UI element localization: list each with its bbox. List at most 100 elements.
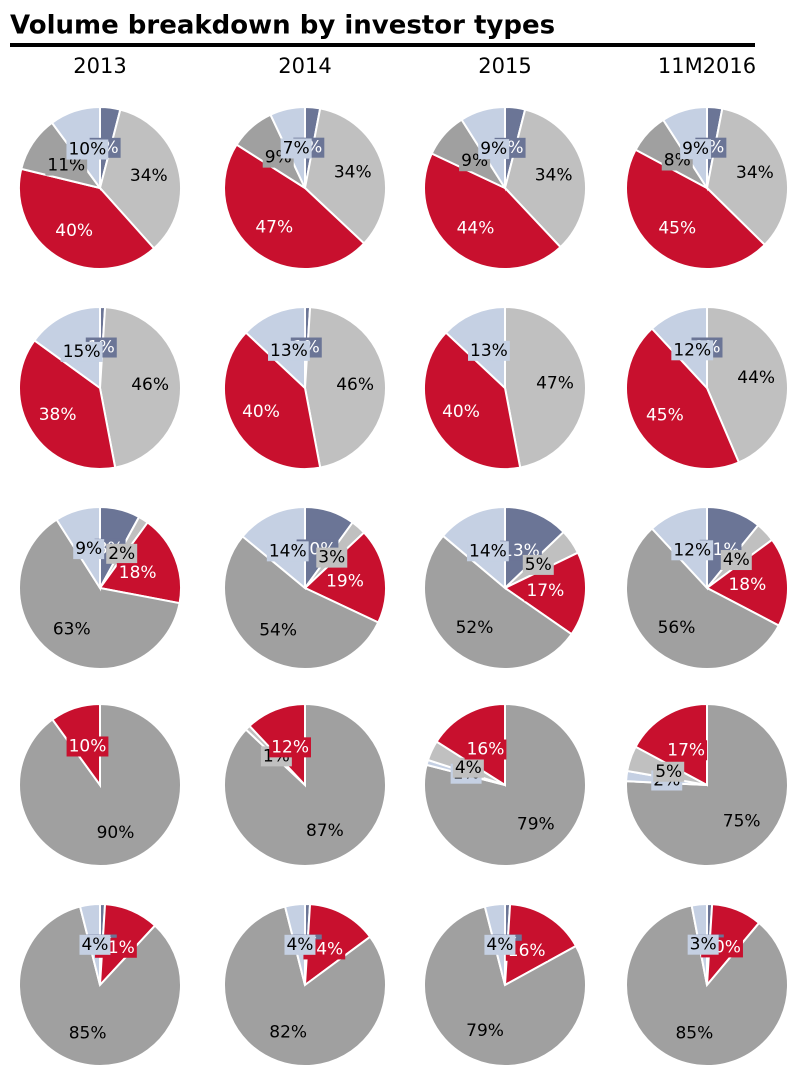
value-label: 12% [673, 340, 711, 360]
value-label: 9% [480, 139, 507, 159]
value-label: 87% [306, 821, 344, 841]
value-label: 34% [130, 166, 168, 186]
pie-slice [18, 167, 156, 270]
label-box [514, 814, 557, 835]
pie-label: 79% [514, 814, 557, 835]
value-label: 5% [525, 555, 552, 575]
pie-label: 85% [673, 1023, 716, 1044]
label-box [467, 541, 509, 562]
label-box [53, 221, 96, 242]
value-label: 47% [536, 373, 574, 393]
pie-slice [423, 331, 522, 470]
pie-label: 3% [687, 934, 719, 955]
label-box [673, 1023, 716, 1044]
value-label: 9% [682, 139, 709, 159]
value-label: 3% [318, 548, 345, 568]
label-box [304, 821, 346, 842]
pie-label: 44% [735, 367, 778, 388]
value-label: 3% [690, 935, 717, 955]
pie-label: 13% [268, 340, 310, 361]
value-label: 10% [68, 140, 106, 160]
label-box [468, 340, 510, 361]
label-box [45, 155, 88, 176]
pie-label: 16% [464, 739, 507, 760]
pie-label: 17% [665, 740, 708, 761]
pie-title: 11M2016 [658, 54, 756, 78]
pie-label: 10% [66, 736, 109, 757]
label-box [127, 166, 170, 187]
pie-label: 46% [334, 374, 377, 395]
label-box [73, 539, 105, 560]
pie-label: 46% [129, 374, 172, 395]
label-box [726, 574, 769, 595]
value-label: 85% [69, 1024, 107, 1044]
label-box [334, 374, 377, 395]
label-box [454, 218, 497, 239]
value-label: 54% [259, 620, 297, 640]
pie-label: 4% [284, 934, 316, 955]
label-box [505, 940, 548, 961]
pie-label: 10% [66, 139, 109, 160]
pie-label: 4% [484, 934, 516, 955]
pie-label: 9% [73, 539, 105, 560]
value-label: 19% [326, 572, 364, 592]
pie-label: 45% [643, 405, 686, 426]
pie-label: 17% [524, 581, 567, 602]
value-label: 34% [736, 163, 774, 183]
label-box [284, 934, 316, 955]
label-box [643, 405, 686, 426]
value-label: 79% [466, 1021, 504, 1041]
pie-label: 4% [452, 757, 484, 778]
label-box [653, 761, 685, 782]
pie-label: 5% [653, 761, 685, 782]
pie-slice [423, 152, 562, 270]
value-label: 46% [131, 375, 169, 395]
value-label: 85% [675, 1024, 713, 1044]
label-box [269, 737, 311, 758]
label-box [464, 739, 507, 760]
label-box [735, 367, 778, 388]
pie-label: 34% [331, 162, 374, 183]
value-label: 5% [655, 762, 682, 782]
pie-label: 7% [280, 138, 312, 159]
label-box [94, 822, 137, 843]
value-label: 52% [456, 618, 494, 638]
label-box [687, 934, 719, 955]
label-box [79, 934, 111, 955]
pie-label: 40% [53, 221, 96, 242]
label-box [720, 550, 752, 571]
pie-label: 18% [116, 563, 159, 584]
pie-label: 12% [269, 737, 311, 758]
pie-label: 2% [106, 543, 138, 564]
value-label: 56% [658, 618, 696, 638]
value-label: 12% [673, 540, 711, 560]
pie-label: 34% [532, 165, 575, 186]
value-label: 46% [336, 375, 374, 395]
pie-label: 5% [522, 554, 554, 575]
pie-slice [223, 143, 366, 270]
label-box [316, 547, 348, 568]
pie-label: 4% [720, 550, 752, 571]
label-box [734, 163, 776, 184]
label-box [522, 554, 554, 575]
value-label: 2% [108, 544, 135, 564]
pie-label: 14% [266, 541, 309, 562]
value-label: 82% [269, 1022, 307, 1042]
page-title: Volume breakdown by investor types [10, 11, 555, 41]
pie-label: 3% [316, 547, 348, 568]
pie-slice [223, 905, 387, 1067]
label-box [253, 217, 296, 238]
value-label: 40% [242, 402, 280, 422]
pie-label: 56% [655, 617, 698, 638]
value-label: 4% [723, 550, 750, 570]
label-box [331, 162, 374, 183]
pie-label: 12% [671, 540, 714, 561]
value-label: 4% [455, 758, 482, 778]
label-box [240, 402, 282, 423]
label-box [267, 1022, 310, 1043]
pie-slice [18, 338, 117, 470]
label-box [268, 340, 310, 361]
label-box [257, 620, 299, 641]
pie-label: 34% [734, 163, 776, 184]
label-box [106, 543, 138, 564]
